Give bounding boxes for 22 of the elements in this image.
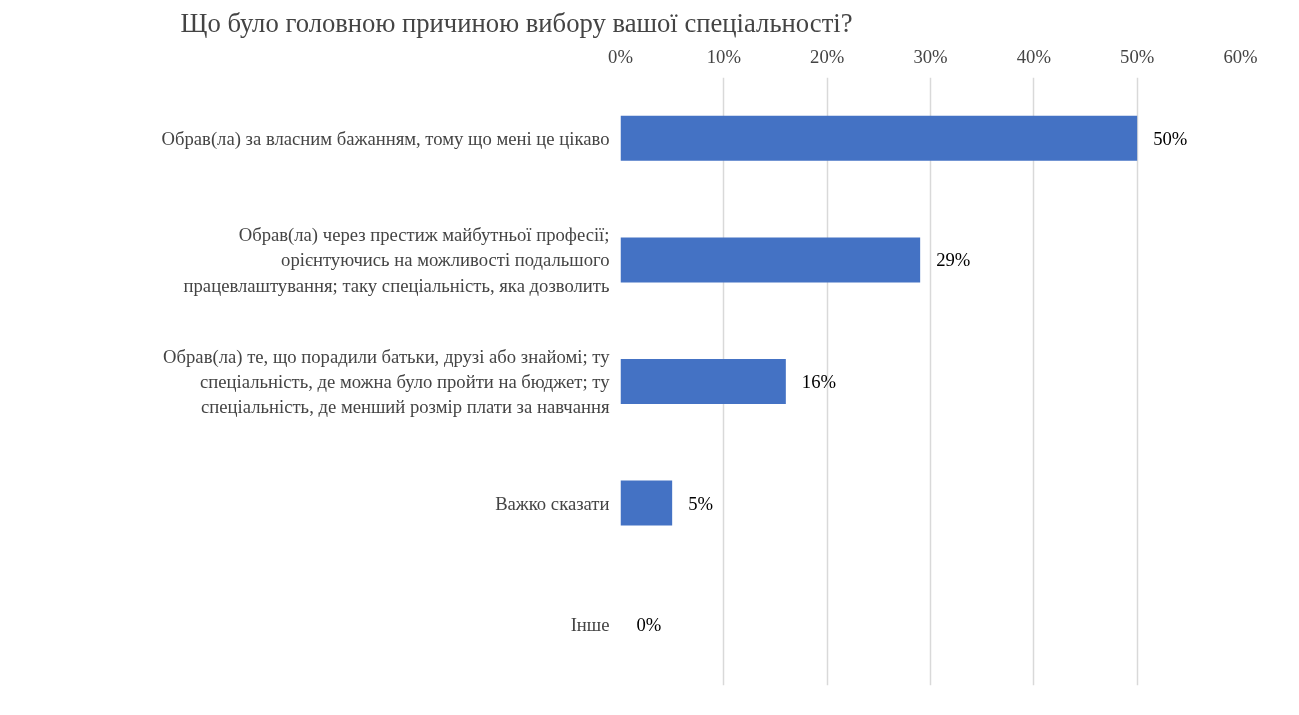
y-tick-label: Обрав(ла) через престиж майбутньої професії; орієнтуючись на можливості подальшого працевлаштування; таку спеціальність, яка дозволить bbox=[183, 224, 610, 296]
y-tick-label: Обрав(ла) за власним бажанням, тому що мені це цікаво bbox=[161, 127, 610, 150]
x-tick-label: 20% bbox=[810, 45, 845, 67]
y-tick-label: Інше bbox=[570, 614, 610, 636]
x-tick-label: 60% bbox=[1223, 45, 1258, 67]
data-label: 50% bbox=[1153, 127, 1188, 149]
x-tick-label: 0% bbox=[608, 45, 633, 67]
data-label: 5% bbox=[688, 492, 714, 514]
x-tick-label: 10% bbox=[706, 45, 741, 67]
bar bbox=[620, 115, 1138, 161]
data-label: 16% bbox=[801, 371, 837, 392]
bar bbox=[620, 359, 786, 404]
chart-title: Що було головною причиною вибору вашої спеціальності? bbox=[180, 7, 853, 38]
bar bbox=[620, 480, 673, 526]
x-tick-label: 30% bbox=[913, 45, 948, 67]
data-label: 0% bbox=[636, 614, 662, 636]
x-tick-label: 40% bbox=[1016, 45, 1051, 67]
y-tick-label: Важко сказати bbox=[495, 492, 610, 514]
y-tick-label: Обрав(ла) те, що порадили батьки, друзі або знайомі; ту спеціальність, де можна було пройти на бюджет; ту спеціальність, де менший розмір плати за навчання bbox=[163, 345, 611, 418]
data-label: 29% bbox=[936, 249, 971, 271]
x-tick-label: 50% bbox=[1120, 45, 1155, 67]
bar bbox=[620, 237, 921, 283]
